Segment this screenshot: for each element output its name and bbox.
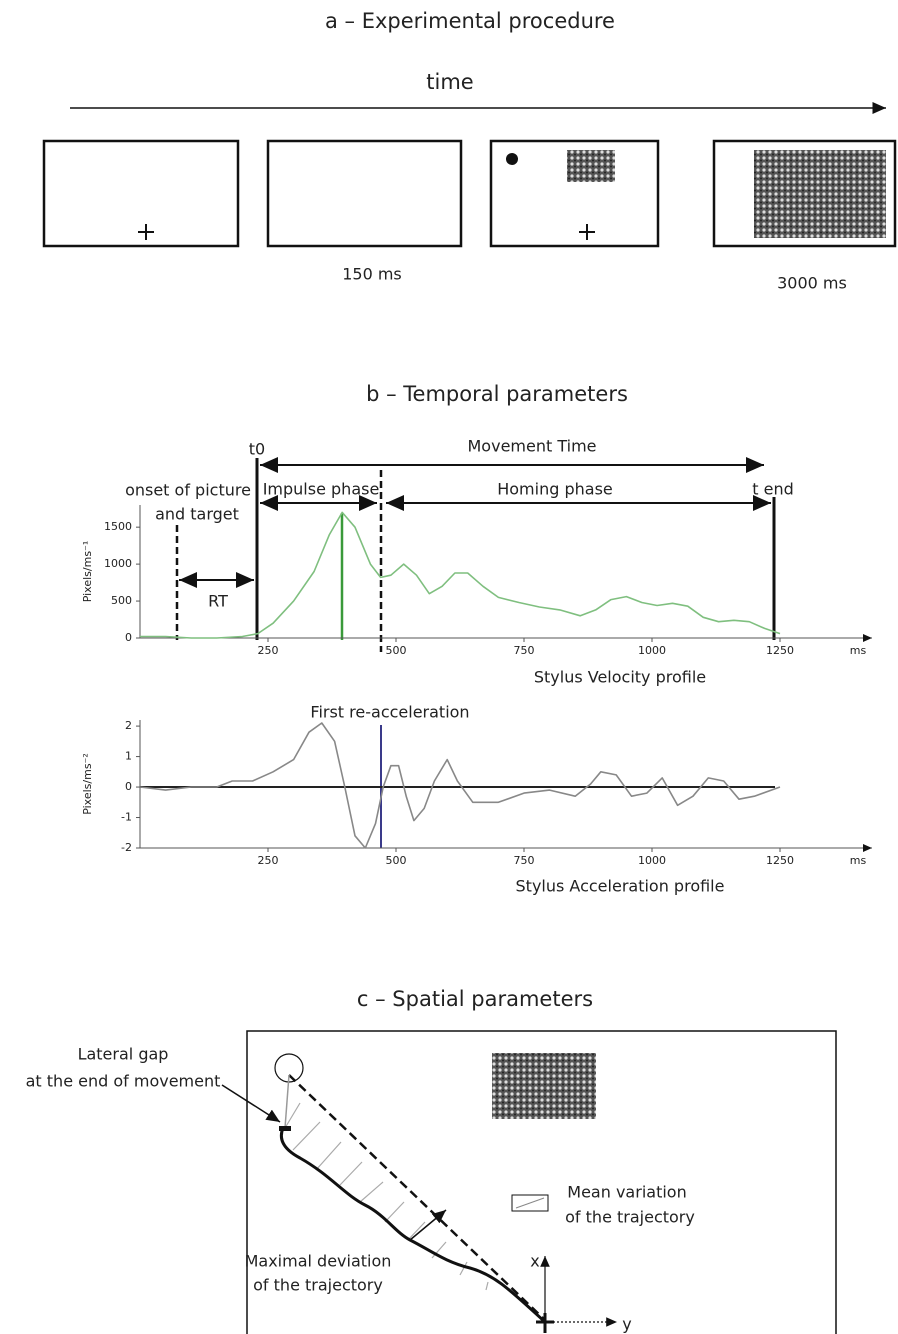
y-axis-label: Pixels/ms⁻² bbox=[81, 753, 94, 815]
x-tick-label: 1250 bbox=[766, 644, 794, 657]
x-tick-label: 1250 bbox=[766, 854, 794, 867]
screen bbox=[266, 139, 463, 248]
time-label: time bbox=[426, 70, 473, 94]
screen bbox=[246, 1030, 837, 1334]
x-unit: ms bbox=[850, 854, 867, 867]
fixation-cross bbox=[138, 224, 595, 240]
screen bbox=[42, 139, 240, 248]
picture bbox=[567, 150, 615, 182]
annotation: t0 bbox=[249, 440, 265, 459]
arrow bbox=[221, 1084, 281, 1123]
annotation: Homing phase bbox=[497, 480, 613, 499]
arrow bbox=[409, 1209, 447, 1241]
gap-marker bbox=[279, 1126, 291, 1131]
axis-label: x bbox=[530, 1252, 539, 1271]
target-dot bbox=[506, 153, 518, 165]
panel-title: b – Temporal parameters bbox=[366, 382, 628, 406]
caption: Stylus Acceleration profile bbox=[516, 877, 725, 896]
y-tick-label: -2 bbox=[121, 841, 132, 854]
screen bbox=[489, 139, 660, 248]
panel-title: a – Experimental procedure bbox=[325, 9, 615, 33]
annotation: First re-acceleration bbox=[310, 703, 469, 722]
annotation: t end bbox=[752, 480, 794, 499]
panel-title: c – Spatial parameters bbox=[357, 987, 593, 1011]
duration: 3000 ms bbox=[777, 274, 847, 293]
picture bbox=[754, 150, 886, 238]
y-tick-label: 0 bbox=[125, 631, 132, 644]
y-tick-label: 1000 bbox=[104, 557, 132, 570]
annotation: of the trajectory bbox=[565, 1208, 695, 1227]
y-tick-label: 500 bbox=[111, 594, 132, 607]
y-tick-label: 1500 bbox=[104, 520, 132, 533]
x-tick-label: 750 bbox=[514, 854, 535, 867]
y-tick-label: 2 bbox=[125, 719, 132, 732]
annotation: RT bbox=[208, 592, 228, 611]
x-tick-label: 250 bbox=[258, 644, 279, 657]
duration: 150 ms bbox=[342, 265, 402, 284]
annotation: of the trajectory bbox=[253, 1276, 383, 1295]
annotation: Lateral gap bbox=[78, 1045, 169, 1064]
hatch bbox=[284, 1102, 489, 1291]
y-axis-label: Pixels/ms⁻¹ bbox=[81, 541, 94, 603]
lateral-gap bbox=[284, 1074, 290, 1129]
x-unit: ms bbox=[850, 644, 867, 657]
profile-curve bbox=[139, 722, 781, 849]
screen bbox=[712, 139, 897, 248]
x-tick-label: 500 bbox=[386, 644, 407, 657]
straight-path bbox=[288, 1074, 546, 1321]
x-tick-label: 500 bbox=[386, 854, 407, 867]
axis-label: y bbox=[622, 1315, 631, 1334]
picture bbox=[492, 1053, 596, 1119]
y-tick-label: -1 bbox=[121, 811, 132, 824]
annotation: onset of picture bbox=[125, 481, 251, 500]
x-tick-label: 250 bbox=[258, 854, 279, 867]
annotation: Impulse phase bbox=[263, 480, 380, 499]
caption: Stylus Velocity profile bbox=[534, 668, 706, 687]
y-tick-label: 1 bbox=[125, 750, 132, 763]
annotation: Mean variation bbox=[567, 1183, 686, 1202]
y-tick-label: 0 bbox=[125, 780, 132, 793]
x-tick-label: 750 bbox=[514, 644, 535, 657]
x-tick-label: 1000 bbox=[638, 644, 666, 657]
annotation: at the end of movement bbox=[26, 1072, 221, 1091]
annotation: Movement Time bbox=[468, 437, 597, 456]
legend-icon bbox=[515, 1197, 545, 1209]
trajectory bbox=[279, 1127, 547, 1324]
annotation: Maximal deviation bbox=[245, 1252, 392, 1271]
annotation: and target bbox=[155, 505, 239, 524]
profile-curve bbox=[140, 511, 781, 639]
start-cross bbox=[536, 1313, 554, 1333]
x-tick-label: 1000 bbox=[638, 854, 666, 867]
